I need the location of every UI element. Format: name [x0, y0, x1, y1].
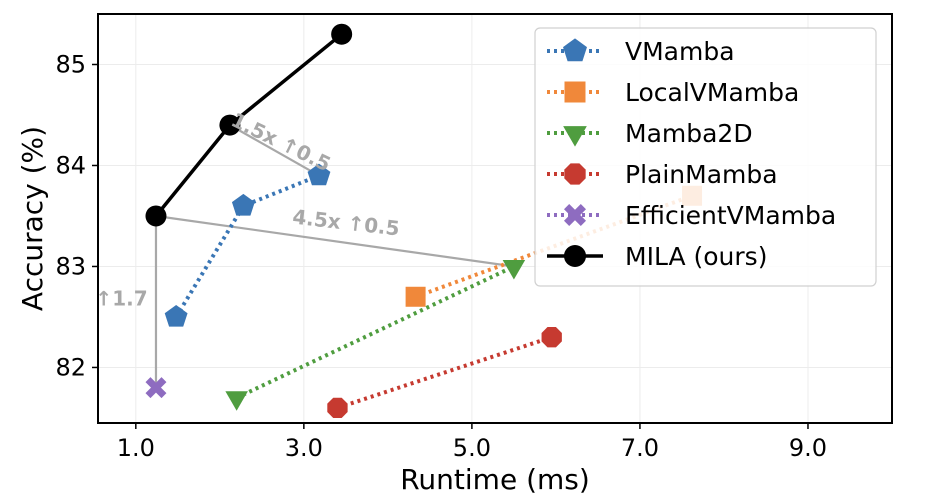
- legend-label: MILA (ours): [625, 242, 767, 271]
- data-point: [145, 377, 167, 399]
- series-mamba2d: [225, 259, 526, 411]
- series-line: [235, 264, 515, 400]
- data-point: [327, 397, 348, 419]
- y-axis-label: Accuracy (%): [16, 126, 49, 311]
- x-axis-label: Runtime (ms): [400, 463, 590, 496]
- data-point: [541, 327, 562, 348]
- data-point: [231, 193, 255, 216]
- annotation-label: ↑1.7: [95, 286, 147, 310]
- comparison-lines: [154, 124, 515, 388]
- legend-entry-plainmamba: PlainMamba: [547, 160, 778, 189]
- axis-ticks: 1.0 3.0 5.0 7.0 9.0 82 83 84 85: [55, 50, 827, 462]
- legend-entry-mamba2d: Mamba2D: [547, 119, 753, 148]
- legend-entry-localvmamba: LocalVMamba: [547, 78, 799, 107]
- y-tick-label: 83: [55, 252, 86, 280]
- legend-label: PlainMamba: [625, 160, 778, 189]
- legend-entry-efficientvmamba: EfficientVMamba: [547, 201, 836, 230]
- series-mila-ours: [145, 23, 353, 227]
- x-tick-label: 5.0: [453, 434, 491, 462]
- data-point: [502, 259, 526, 280]
- legend-label: VMamba: [625, 37, 735, 66]
- legend-marker: [564, 81, 586, 103]
- comparison-line: [229, 124, 320, 177]
- legend-marker: [563, 38, 587, 62]
- series-line: [336, 335, 553, 410]
- y-tick-label: 82: [55, 353, 86, 381]
- data-point: [219, 114, 241, 136]
- comparison-line: [155, 214, 515, 268]
- data-point: [145, 205, 167, 227]
- legend-box: [534, 27, 877, 287]
- y-tick-label: 85: [55, 50, 86, 78]
- series-efficientvmamba: [145, 377, 167, 399]
- data-point: [164, 304, 188, 327]
- legend-label: EfficientVMamba: [625, 201, 836, 230]
- series-plainmamba: [327, 327, 562, 419]
- data-point: [405, 286, 426, 307]
- legend: VMamba LocalVMamba Mamba2D PlainMamba Effici…: [534, 27, 877, 287]
- legend-entry-mila-ours: MILA (ours): [547, 242, 767, 271]
- data-point: [331, 23, 353, 45]
- legend-marker: [563, 244, 587, 268]
- legend-marker: [563, 126, 587, 147]
- y-tick-label: 84: [55, 151, 86, 179]
- x-tick-label: 3.0: [285, 434, 323, 462]
- legend-marker: [564, 204, 586, 226]
- legend-marker: [564, 163, 586, 185]
- annotation-label: 4.5x ↑0.5: [291, 205, 401, 241]
- legend-entry-vmamba: VMamba: [547, 37, 735, 66]
- plot-area-frame: [97, 13, 893, 424]
- x-tick-label: 1.0: [117, 434, 155, 462]
- legend-label: Mamba2D: [625, 119, 753, 148]
- x-tick-label: 9.0: [789, 434, 827, 462]
- series-vmamba: [164, 163, 331, 327]
- series-line: [174, 173, 320, 319]
- data-point: [307, 163, 331, 186]
- data-point: [225, 391, 248, 411]
- legend-label: LocalVMamba: [625, 78, 799, 107]
- x-tick-label: 7.0: [621, 434, 659, 462]
